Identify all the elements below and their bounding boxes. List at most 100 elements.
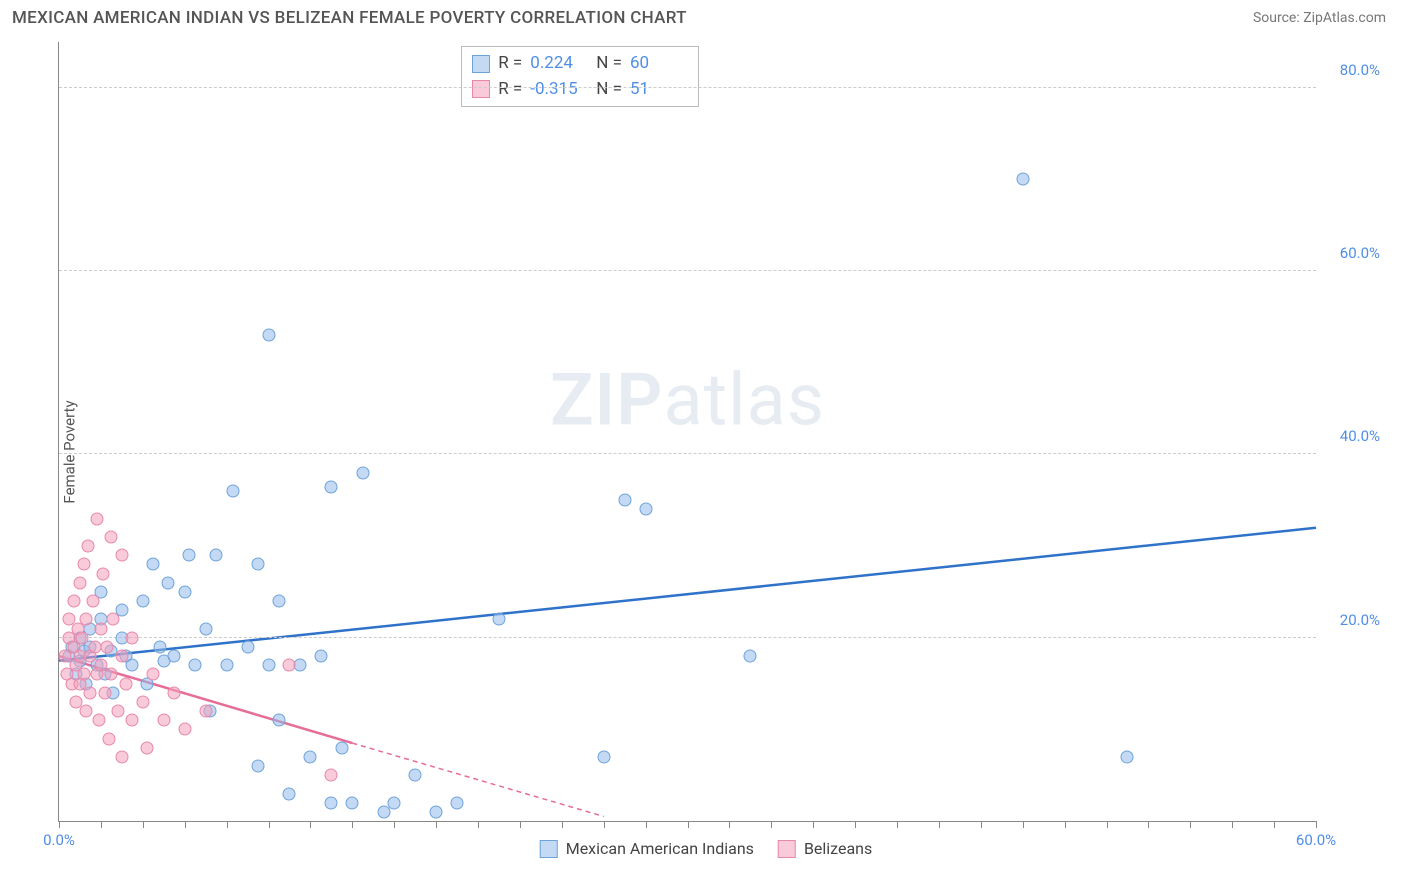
x-tick (1023, 821, 1024, 828)
data-point (356, 466, 369, 479)
y-tick-label: 40.0% (1340, 427, 1380, 445)
data-point (90, 512, 103, 525)
swatch-series1 (472, 55, 490, 73)
data-point (107, 613, 120, 626)
data-point (105, 530, 118, 543)
data-point (78, 558, 91, 571)
data-point (241, 640, 254, 653)
N-value-series1: 60 (630, 51, 688, 77)
data-point (80, 613, 93, 626)
data-point (182, 549, 195, 562)
page-title: MEXICAN AMERICAN INDIAN VS BELIZEAN FEMA… (12, 8, 687, 28)
data-point (178, 585, 191, 598)
x-tick (604, 821, 605, 828)
data-point (597, 750, 610, 763)
data-point (101, 640, 114, 653)
data-point (262, 329, 275, 342)
data-point (111, 705, 124, 718)
gridline (59, 87, 1316, 88)
x-tick (771, 821, 772, 828)
data-point (161, 576, 174, 589)
watermark: ZIPatlas (550, 358, 825, 443)
x-tick (981, 821, 982, 828)
data-point (639, 503, 652, 516)
data-point (136, 695, 149, 708)
x-tick (1107, 821, 1108, 828)
data-point (283, 787, 296, 800)
x-tick (269, 821, 270, 828)
N-label: N = (596, 77, 622, 103)
x-tick-label: 0.0% (43, 831, 75, 849)
data-point (120, 677, 133, 690)
gridline (59, 270, 1316, 271)
chart-container: Female Poverty ZIPatlas R = 0.224 N = 60… (24, 42, 1388, 862)
x-tick (394, 821, 395, 828)
data-point (115, 549, 128, 562)
swatch-series2 (472, 80, 490, 98)
data-point (126, 659, 139, 672)
data-point (115, 750, 128, 763)
data-point (78, 668, 91, 681)
data-point (189, 659, 202, 672)
y-tick-label: 20.0% (1340, 611, 1380, 629)
watermark-light: atlas (663, 358, 825, 443)
data-point (82, 540, 95, 553)
x-tick (478, 821, 479, 828)
bottom-legend: Mexican American Indians Belizeans (540, 839, 873, 858)
gridline (59, 637, 1316, 638)
data-point (92, 714, 105, 727)
legend-label-series2: Belizeans (804, 839, 872, 858)
plot-area: ZIPatlas R = 0.224 N = 60 R = -0.315 N =… (58, 42, 1316, 822)
x-tick (520, 821, 521, 828)
x-tick (646, 821, 647, 828)
data-point (105, 668, 118, 681)
watermark-bold: ZIP (550, 358, 663, 443)
data-point (252, 558, 265, 571)
data-point (199, 705, 212, 718)
data-point (409, 769, 422, 782)
data-point (220, 659, 233, 672)
x-tick (59, 821, 60, 828)
data-point (335, 741, 348, 754)
data-point (325, 796, 338, 809)
x-tick (688, 821, 689, 828)
swatch-series2 (778, 840, 796, 858)
stats-legend: R = 0.224 N = 60 R = -0.315 N = 51 (461, 46, 699, 107)
stats-row-series2: R = -0.315 N = 51 (472, 77, 688, 103)
R-value-series2: -0.315 (530, 77, 588, 103)
data-point (430, 805, 443, 818)
data-point (140, 741, 153, 754)
x-tick (1274, 821, 1275, 828)
x-tick (1065, 821, 1066, 828)
x-tick (729, 821, 730, 828)
data-point (99, 686, 112, 699)
data-point (86, 595, 99, 608)
data-point (157, 714, 170, 727)
data-point (178, 723, 191, 736)
data-point (283, 659, 296, 672)
data-point (147, 668, 160, 681)
x-tick (101, 821, 102, 828)
data-point (88, 640, 101, 653)
data-point (73, 576, 86, 589)
data-point (304, 750, 317, 763)
x-tick (562, 821, 563, 828)
data-point (388, 796, 401, 809)
legend-item-series2: Belizeans (778, 839, 872, 858)
data-point (67, 595, 80, 608)
data-point (272, 714, 285, 727)
data-point (1016, 173, 1029, 186)
source-attribution: Source: ZipAtlas.com (1253, 10, 1386, 26)
x-tick (939, 821, 940, 828)
x-tick (1148, 821, 1149, 828)
data-point (226, 485, 239, 498)
data-point (744, 650, 757, 663)
data-point (325, 769, 338, 782)
x-tick-label: 60.0% (1296, 831, 1336, 849)
data-point (451, 796, 464, 809)
data-point (314, 650, 327, 663)
x-tick (813, 821, 814, 828)
data-point (153, 640, 166, 653)
y-tick-label: 80.0% (1340, 61, 1380, 79)
data-point (210, 549, 223, 562)
